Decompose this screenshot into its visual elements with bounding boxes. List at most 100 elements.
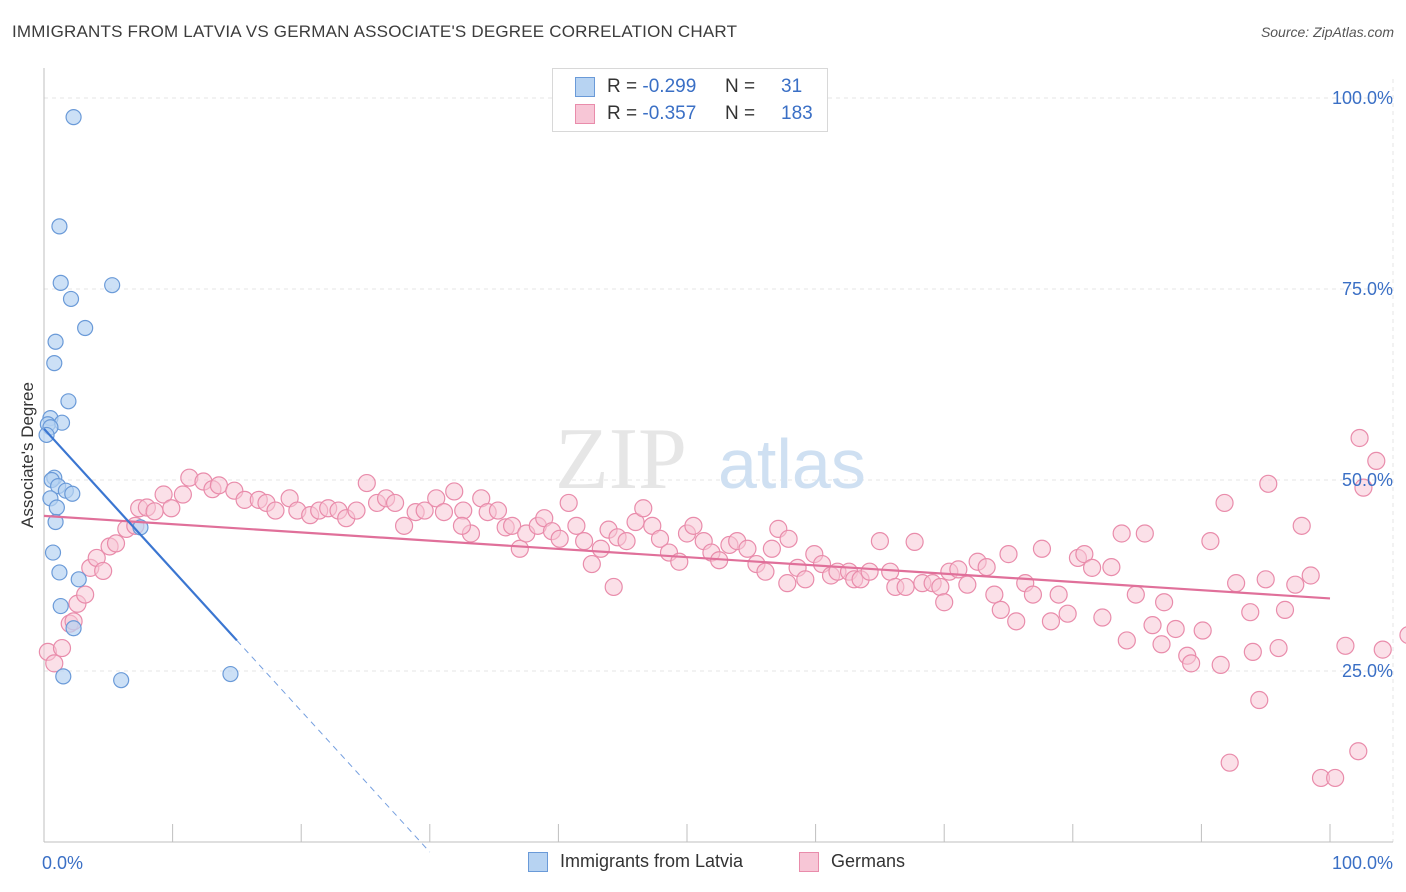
germans-point (1182, 654, 1201, 673)
germans-point (575, 532, 594, 551)
germans-point (756, 562, 775, 581)
germans-point (209, 476, 228, 495)
bottom-legend-germans: Germans (799, 851, 905, 872)
germans-point (1349, 742, 1368, 761)
germans-point (684, 516, 703, 535)
latvia-point (62, 290, 80, 308)
germans-point (860, 562, 879, 581)
germans-point (796, 570, 815, 589)
germans-legend-swatch (799, 851, 819, 872)
germans-point (1023, 585, 1043, 604)
germans-point (1007, 612, 1026, 631)
latvia-point (222, 665, 239, 683)
germans-point (650, 529, 670, 548)
latvia-point (60, 393, 77, 410)
germans-trend-line (43, 514, 1331, 600)
germans-point (94, 561, 113, 581)
germans-point (604, 577, 623, 597)
germans-point (634, 499, 653, 518)
latvia-point (51, 218, 68, 235)
germans-point (510, 539, 529, 558)
latvia-trend-line (43, 428, 238, 642)
germans-point (1058, 604, 1077, 623)
germans-point (427, 489, 446, 508)
germans-point (1220, 753, 1239, 772)
legend-n-value-germans: 183 (781, 103, 813, 124)
legend-n-germans: N = (725, 103, 756, 124)
y-tick-label: 50.0% (1342, 470, 1393, 490)
germans-point (1354, 478, 1373, 497)
germans-point (1350, 428, 1369, 448)
latvia-point (65, 108, 82, 126)
germans-point (45, 654, 64, 673)
germans-point (896, 577, 915, 597)
germans-point (1336, 636, 1355, 655)
germans-point (394, 516, 414, 535)
germans-point (1215, 493, 1234, 513)
germans-swatch (575, 104, 595, 124)
latvia-swatch (575, 77, 595, 97)
germans-point (154, 485, 173, 504)
legend-row-germans: R = -0.357 N = 183 (575, 102, 813, 126)
germans-point (1143, 616, 1162, 635)
x-tick-label-max: 100.0% (1332, 853, 1393, 873)
germans-point (999, 545, 1018, 564)
y-tick-label: 75.0% (1342, 279, 1393, 299)
latvia-point (64, 485, 81, 502)
germans-point (1227, 574, 1246, 593)
germans-point (1075, 545, 1094, 564)
latvia-points (38, 108, 239, 689)
germans-point (1326, 768, 1345, 788)
germans-point (106, 534, 126, 553)
germans-point (1135, 524, 1154, 543)
latvia-point (51, 564, 68, 581)
source-label: Source: ZipAtlas.com (1260, 24, 1394, 40)
germans-point (1112, 524, 1131, 543)
germans-point (1286, 575, 1305, 594)
latvia-point (47, 513, 64, 531)
latvia-point (46, 355, 63, 372)
latvia-point (104, 277, 121, 294)
germans-point (977, 557, 996, 577)
latvia-trend-extension (236, 640, 431, 853)
germans-point (488, 501, 508, 520)
germans-point (76, 585, 95, 604)
germans-point (162, 499, 181, 518)
latvia-point (44, 544, 62, 561)
germans-point (1292, 516, 1311, 535)
germans-point (1269, 638, 1288, 658)
germans-point (1250, 690, 1269, 710)
germans-point (567, 516, 586, 535)
germans-point (1041, 612, 1061, 631)
germans-point (935, 593, 954, 612)
legend-r-latvia: R = -0.299 (607, 76, 697, 97)
legend-row-latvia: R = -0.299 N = 31 (575, 75, 802, 99)
germans-point (991, 600, 1010, 619)
germans-point (1201, 532, 1220, 551)
watermark-zip: ZIP (555, 411, 687, 508)
germans-point (434, 502, 454, 522)
latvia-point (47, 333, 64, 350)
legend-n-latvia: N = (725, 76, 756, 97)
germans-point (1152, 635, 1171, 654)
germans-point (905, 532, 924, 551)
germans-point (931, 577, 950, 597)
germans-point (738, 539, 757, 558)
germans-point (1399, 626, 1406, 644)
legend-n-value-latvia: 31 (781, 76, 803, 97)
germans-point (266, 501, 285, 520)
germans-point (145, 502, 164, 521)
germans-point (1032, 539, 1052, 558)
latvia-point (65, 620, 82, 637)
germans-point (762, 539, 781, 558)
y-axis-label: Associate's Degree (18, 382, 37, 528)
latvia-point (77, 319, 94, 337)
latvia-legend-label: Immigrants from Latvia (560, 851, 744, 871)
germans-point (550, 529, 569, 548)
bottom-legend-latvia: Immigrants from Latvia (528, 851, 743, 872)
germans-point (415, 501, 434, 520)
germans-point (503, 516, 522, 535)
watermark-atlas: atlas (718, 425, 866, 503)
germans-point (1102, 557, 1121, 577)
